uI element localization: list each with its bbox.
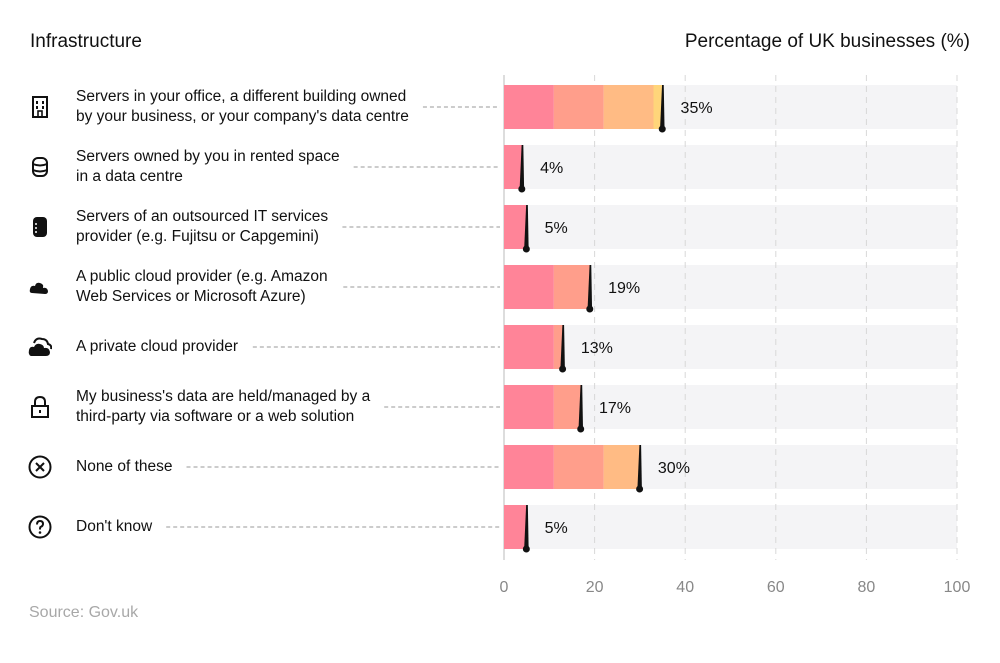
- data-label: 13%: [581, 340, 613, 357]
- value-marker: [524, 505, 529, 549]
- bar-segment: [553, 445, 604, 489]
- x-tick-label: 60: [767, 579, 785, 596]
- bar-track: [504, 325, 957, 369]
- server-icon: [28, 215, 52, 239]
- data-label: 19%: [608, 280, 640, 297]
- bar-track: [504, 145, 957, 189]
- bar-segment: [504, 325, 554, 369]
- category-label: Servers of an outsourced IT services prov…: [76, 208, 329, 245]
- x-tick-label: 100: [944, 579, 971, 596]
- bar-segment: [504, 205, 527, 249]
- value-marker: [524, 205, 529, 249]
- category-label: None of these: [76, 458, 173, 475]
- bar-segment: [504, 85, 554, 129]
- database-icon: [28, 155, 52, 179]
- data-label: 5%: [545, 520, 568, 537]
- data-label: 30%: [658, 460, 690, 477]
- value-marker-dot: [522, 545, 530, 553]
- value-marker-dot: [658, 125, 666, 133]
- category-label: Servers owned by you in rented space in a…: [76, 148, 340, 185]
- value-marker-dot: [577, 425, 585, 433]
- bar-segment: [603, 85, 654, 129]
- category-label: A public cloud provider (e.g. Amazon Web …: [76, 268, 328, 305]
- lock-icon: [28, 395, 52, 419]
- value-marker-dot: [522, 245, 530, 253]
- question-circle-icon: [28, 515, 52, 539]
- source-note: Source: Gov.uk: [29, 604, 139, 621]
- data-label: 4%: [540, 160, 563, 177]
- x-circle-icon: [28, 455, 52, 479]
- value-marker: [660, 85, 665, 129]
- bar-segment: [504, 445, 554, 489]
- bar-track: [504, 205, 957, 249]
- value-marker: [587, 265, 593, 309]
- x-tick-label: 40: [676, 579, 694, 596]
- bar-segment: [553, 85, 604, 129]
- category-label: Don't know: [76, 518, 153, 535]
- data-label: 17%: [599, 400, 631, 417]
- bar-segment: [553, 325, 563, 369]
- bar-segment: [653, 85, 663, 129]
- value-marker: [560, 325, 565, 369]
- data-label: 5%: [545, 220, 568, 237]
- category-label: My business's data are held/managed by a…: [76, 388, 371, 425]
- category-label: A private cloud provider: [76, 338, 238, 355]
- x-tick-label: 80: [858, 579, 876, 596]
- bar-segment: [603, 445, 640, 489]
- bar-segment: [504, 145, 523, 189]
- data-label: 35%: [681, 100, 713, 117]
- building-icon: [28, 95, 52, 119]
- value-marker-dot: [636, 485, 644, 493]
- value-marker: [637, 445, 642, 489]
- clouds-icon: [28, 335, 53, 359]
- value-marker-dot: [559, 365, 567, 373]
- value-marker: [519, 145, 525, 189]
- bar-segment: [553, 265, 591, 309]
- value-marker-dot: [518, 185, 526, 193]
- value-marker-dot: [586, 305, 594, 313]
- bar-segment: [504, 505, 527, 549]
- bar-segment: [553, 385, 582, 429]
- cloud-icon: [28, 275, 52, 299]
- bar-track: [504, 505, 957, 549]
- bar-segment: [504, 385, 554, 429]
- bar-segment: [504, 265, 554, 309]
- x-tick-label: 0: [500, 579, 509, 596]
- value-marker: [578, 385, 584, 429]
- left-header: Infrastructure: [30, 31, 142, 52]
- category-label: Servers in your office, a different buil…: [76, 88, 409, 125]
- x-tick-label: 20: [586, 579, 604, 596]
- x-axis-title: Percentage of UK businesses (%): [684, 31, 970, 52]
